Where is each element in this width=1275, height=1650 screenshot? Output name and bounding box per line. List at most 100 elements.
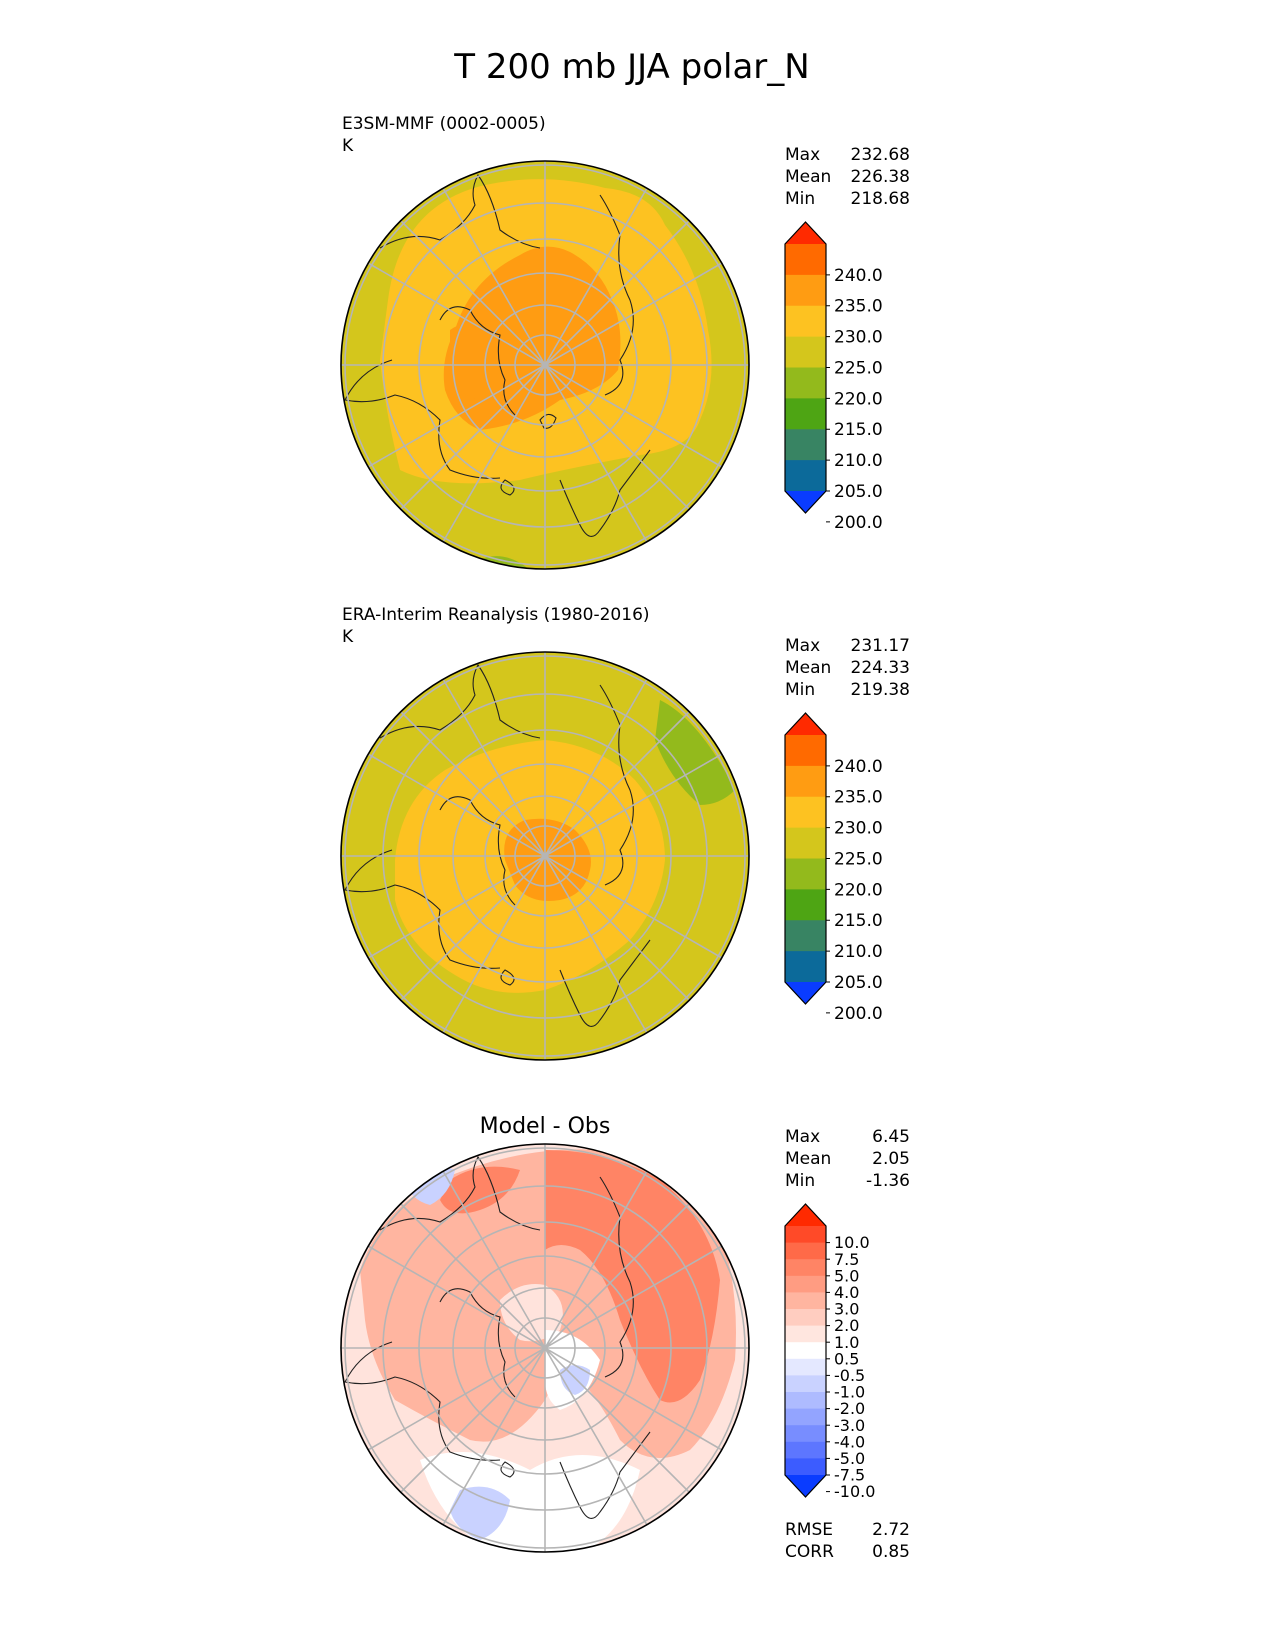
colorbar-extend-min bbox=[785, 491, 826, 513]
panel-obs: ERA-Interim Reanalysis (1980-2016) K bbox=[340, 605, 910, 1061]
map-boundary bbox=[340, 651, 750, 1061]
stat-value: 219.38 bbox=[851, 680, 910, 700]
stat-label: Mean bbox=[785, 658, 831, 678]
colorbar-segment bbox=[785, 1325, 826, 1343]
stat-label: Min bbox=[785, 189, 815, 209]
stat-label: Max bbox=[785, 145, 820, 165]
colorbar-segment bbox=[785, 951, 826, 983]
colorbar-tick-label: 10.0 bbox=[834, 1233, 870, 1252]
colorbar-segment bbox=[785, 398, 826, 430]
colorbar-extend-max bbox=[785, 1204, 826, 1226]
map-boundary bbox=[340, 1143, 750, 1553]
colorbar-tick-label: 2.0 bbox=[834, 1316, 859, 1335]
colorbar-segment bbox=[785, 244, 826, 276]
stat-value: 2.72 bbox=[872, 1520, 910, 1540]
colorbar-tick-label: -4.0 bbox=[834, 1432, 865, 1451]
graticule bbox=[341, 652, 749, 1060]
colorbar-tick-label: 235.0 bbox=[834, 297, 883, 317]
coastlines bbox=[344, 1155, 651, 1519]
colorbar-segment bbox=[785, 274, 826, 307]
colorbar-tick-label: 225.0 bbox=[834, 849, 883, 869]
colorbar-tick-label: 200.0 bbox=[834, 1004, 883, 1024]
colorbar-segment bbox=[785, 1358, 826, 1376]
level-230-patch bbox=[450, 324, 501, 400]
stat-label: Max bbox=[785, 636, 820, 656]
panel-units: K bbox=[342, 627, 354, 647]
colorbar-segment bbox=[785, 1458, 826, 1476]
colorbar-segment bbox=[785, 1259, 826, 1277]
colorbar-segment bbox=[785, 1292, 826, 1310]
colorbar-segment bbox=[785, 460, 826, 492]
colorbar-segment bbox=[785, 305, 826, 338]
colorbar-tick-label: 205.0 bbox=[834, 482, 883, 502]
colorbar-segment bbox=[785, 735, 826, 767]
colorbar-tick-label: 230.0 bbox=[834, 819, 883, 839]
colorbar-tick-label: 210.0 bbox=[834, 451, 883, 471]
colorbar-tick-label: -2.0 bbox=[834, 1399, 865, 1418]
stat-label: RMSE bbox=[785, 1520, 833, 1540]
colorbar-segment bbox=[785, 889, 826, 921]
level-4 bbox=[545, 1150, 720, 1403]
colorbar: 240.0 235.0 230.0 225.0 220.0 215.0 210.0 205.0… bbox=[784, 712, 883, 1024]
panel-title: E3SM-MMF (0002-0005) bbox=[342, 114, 546, 134]
stat-label: Mean bbox=[785, 167, 831, 187]
colorbar-extend-min bbox=[785, 1475, 826, 1497]
colorbar-tick-label: 215.0 bbox=[834, 911, 883, 931]
stat-label: Min bbox=[785, 1171, 815, 1191]
colorbar-tick-label: 210.0 bbox=[834, 942, 883, 962]
colorbar-tick-label: -10.0 bbox=[834, 1482, 875, 1501]
colorbar-segment bbox=[785, 1425, 826, 1443]
colorbar-segment bbox=[785, 765, 826, 798]
figure-title: T 200 mb JJA polar_N bbox=[453, 47, 809, 87]
colorbar-segment bbox=[785, 858, 826, 890]
stat-value: 0.85 bbox=[872, 1542, 910, 1562]
edge-patch bbox=[450, 1486, 510, 1540]
graticule bbox=[341, 161, 749, 569]
panel-model: E3SM-MMF (0002-0005) K bbox=[340, 114, 910, 570]
coastlines bbox=[344, 173, 651, 537]
colorbar-extend-min bbox=[785, 982, 826, 1004]
colorbar-segment bbox=[785, 1242, 826, 1260]
stat-label: CORR bbox=[785, 1542, 834, 1562]
coastlines bbox=[344, 663, 651, 1027]
colorbar-segment bbox=[785, 1441, 826, 1459]
colorbar-tick-label: 215.0 bbox=[834, 420, 883, 440]
colorbar-tick-label: 220.0 bbox=[834, 880, 883, 900]
colorbar-tick-label: 7.5 bbox=[834, 1250, 859, 1269]
colorbar-tick-label: -1.0 bbox=[834, 1383, 865, 1402]
stat-value: 218.68 bbox=[851, 189, 910, 209]
map-field bbox=[341, 1144, 749, 1552]
stat-value: 6.45 bbox=[872, 1127, 910, 1147]
colorbar-tick-label: 220.0 bbox=[834, 389, 883, 409]
colorbar-segment bbox=[785, 1392, 826, 1410]
colorbar-tick-label: 1.0 bbox=[834, 1333, 859, 1352]
stats-block: Max 232.68 Mean 226.38 Min 218.68 bbox=[785, 145, 910, 209]
stat-value: 2.05 bbox=[872, 1149, 910, 1169]
colorbar-tick-label: 5.0 bbox=[834, 1266, 859, 1285]
map-field bbox=[341, 652, 749, 1060]
colorbar-tick-label: 3.0 bbox=[834, 1300, 859, 1319]
colorbar-segment bbox=[785, 920, 826, 952]
colorbar: 10.07.55.04.03.02.01.00.5-0.5-1.0-2.0-3.… bbox=[784, 1203, 875, 1501]
stat-value: 224.33 bbox=[851, 658, 910, 678]
colorbar-tick-label: 200.0 bbox=[834, 513, 883, 533]
map-boundary bbox=[340, 160, 750, 570]
colorbar-segment bbox=[785, 367, 826, 399]
colorbar-tick-label: 225.0 bbox=[834, 358, 883, 378]
colorbar-segment bbox=[785, 1375, 826, 1393]
map-field bbox=[341, 161, 749, 569]
graticule bbox=[341, 1144, 749, 1552]
colorbar: 240.0 235.0 230.0 225.0 220.0 215.0 210.0 205.0… bbox=[784, 221, 883, 533]
stat-value: 231.17 bbox=[851, 636, 910, 656]
stats-block: Max 6.45 Mean 2.05 Min -1.36 bbox=[785, 1127, 910, 1191]
colorbar-tick-label: 0.5 bbox=[834, 1349, 859, 1368]
colorbar-tick-label: -0.5 bbox=[834, 1366, 865, 1385]
stats-block: Max 231.17 Mean 224.33 Min 219.38 bbox=[785, 636, 910, 700]
colorbar-tick-label: 240.0 bbox=[834, 757, 883, 777]
colorbar-tick-label: 240.0 bbox=[834, 266, 883, 286]
stat-label: Mean bbox=[785, 1149, 831, 1169]
colorbar-segment bbox=[785, 1408, 826, 1426]
colorbar-segment bbox=[785, 1342, 826, 1360]
colorbar-segment bbox=[785, 827, 826, 860]
